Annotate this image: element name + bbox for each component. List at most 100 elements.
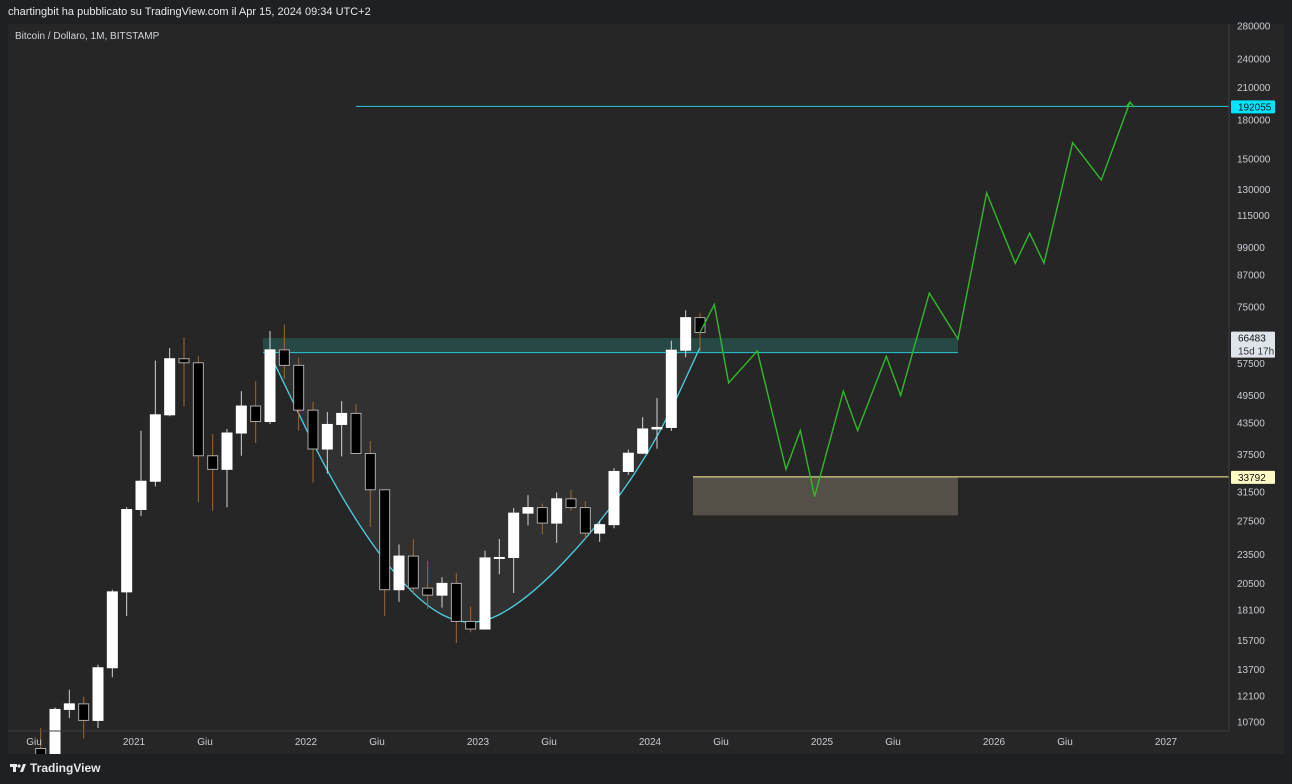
x-tick-label: Giu — [1057, 737, 1073, 748]
candle-body — [436, 582, 448, 596]
x-tick-label: 2023 — [467, 737, 490, 748]
candle-body — [63, 703, 75, 710]
y-tick-label: 87000 — [1237, 271, 1265, 282]
candle-body — [551, 498, 563, 524]
candle-body — [135, 480, 147, 511]
candle-body — [465, 620, 477, 630]
x-tick-label: Giu — [885, 737, 901, 748]
price-tag — [1231, 331, 1275, 358]
candle-body — [608, 470, 620, 526]
y-tick-label: 99000 — [1237, 243, 1265, 254]
candle-body — [192, 362, 204, 457]
tradingview-brand: TradingView — [30, 761, 101, 775]
candle-body — [207, 455, 219, 470]
candle-body — [407, 555, 419, 589]
y-tick-label: 37500 — [1237, 450, 1265, 461]
x-tick-label: Giu — [197, 737, 213, 748]
candle-body — [622, 452, 634, 472]
candle-body — [450, 582, 462, 622]
candle-body — [479, 557, 491, 630]
projection-arrowhead — [1125, 100, 1135, 108]
candle-body — [121, 509, 133, 593]
y-tick-label: 10700 — [1237, 718, 1265, 729]
candle-body — [149, 414, 161, 482]
y-tick-label: 18100 — [1237, 605, 1265, 616]
y-tick-label: 210000 — [1237, 83, 1271, 94]
price-tag-value: 33792 — [1238, 473, 1266, 484]
candle-body — [594, 524, 606, 534]
candle-body — [665, 349, 677, 428]
tradingview-logo-icon — [10, 764, 26, 772]
candle-body — [178, 358, 190, 364]
x-tick-label: 2025 — [811, 737, 834, 748]
symbol-legend: Bitcoin / Dollaro, 1M, BITSTAMP — [15, 31, 160, 42]
candle-body — [422, 587, 434, 596]
candle-body — [565, 498, 577, 509]
candle-body — [680, 317, 692, 351]
y-tick-label: 180000 — [1237, 116, 1271, 127]
publish-attribution: chartingbit ha pubblicato su TradingView… — [0, 0, 1292, 24]
candle-body — [250, 405, 262, 423]
x-tick-label: Giu — [713, 737, 729, 748]
x-tick-label: Giu — [26, 737, 42, 748]
x-tick-label: 2026 — [983, 737, 1006, 748]
y-tick-label: 240000 — [1237, 54, 1271, 65]
y-tick-label: 31500 — [1237, 487, 1265, 498]
y-tick-label: 75000 — [1237, 302, 1265, 313]
price-tag-value: 66483 — [1238, 334, 1266, 345]
cup-fill — [269, 347, 700, 623]
candle-body — [78, 703, 90, 721]
footer-bar — [0, 754, 1292, 784]
candle-body — [350, 412, 362, 454]
candle-body — [393, 555, 405, 591]
candle-body — [508, 512, 520, 558]
price-tag-value: 192055 — [1238, 102, 1272, 113]
x-tick-label: 2022 — [295, 737, 318, 748]
candle-body — [651, 426, 663, 430]
candle-body — [106, 591, 118, 669]
candle-body — [493, 556, 505, 559]
x-tick-label: Giu — [541, 737, 557, 748]
candle-body — [364, 452, 376, 491]
y-tick-label: 23500 — [1237, 550, 1265, 561]
tradingview-logo[interactable]: TradingView — [10, 761, 100, 775]
x-tick-label: 2024 — [639, 737, 662, 748]
y-tick-label: 280000 — [1237, 22, 1271, 33]
candle-body — [264, 349, 276, 423]
price-tag — [1231, 100, 1275, 114]
y-tick-label: 150000 — [1237, 155, 1271, 166]
candle-body — [235, 405, 247, 434]
x-tick-label: Giu — [369, 737, 385, 748]
y-tick-label: 12100 — [1237, 691, 1265, 702]
y-tick-label: 20500 — [1237, 579, 1265, 590]
candle-body — [579, 507, 591, 534]
y-tick-label: 15700 — [1237, 636, 1265, 647]
candle-body — [278, 349, 290, 366]
support-zone — [692, 476, 958, 516]
candle-body — [49, 708, 61, 756]
candle-body — [379, 489, 391, 591]
candle-body — [637, 428, 649, 454]
projection-path — [699, 101, 1131, 497]
y-tick-label: 57500 — [1237, 359, 1265, 370]
y-tick-label: 27500 — [1237, 516, 1265, 527]
resistance-zone — [262, 338, 958, 353]
candle-body — [321, 423, 333, 450]
y-tick-label: 49500 — [1237, 391, 1265, 402]
candle-body — [522, 507, 534, 514]
candle-body — [293, 364, 305, 411]
candle-body — [307, 409, 319, 450]
y-tick-label: 115000 — [1237, 211, 1270, 222]
candle-body — [536, 507, 548, 524]
price-tag — [1231, 470, 1275, 484]
y-tick-label: 13700 — [1237, 665, 1265, 676]
x-tick-label: 2021 — [123, 737, 146, 748]
candle-body — [221, 432, 233, 470]
candle-body — [164, 358, 176, 416]
y-tick-label: 130000 — [1237, 185, 1271, 196]
candle-body — [92, 667, 104, 721]
x-tick-label: 2027 — [1155, 737, 1178, 748]
price-tag-countdown: 15d 17h — [1238, 347, 1274, 358]
candle-body — [336, 412, 348, 425]
